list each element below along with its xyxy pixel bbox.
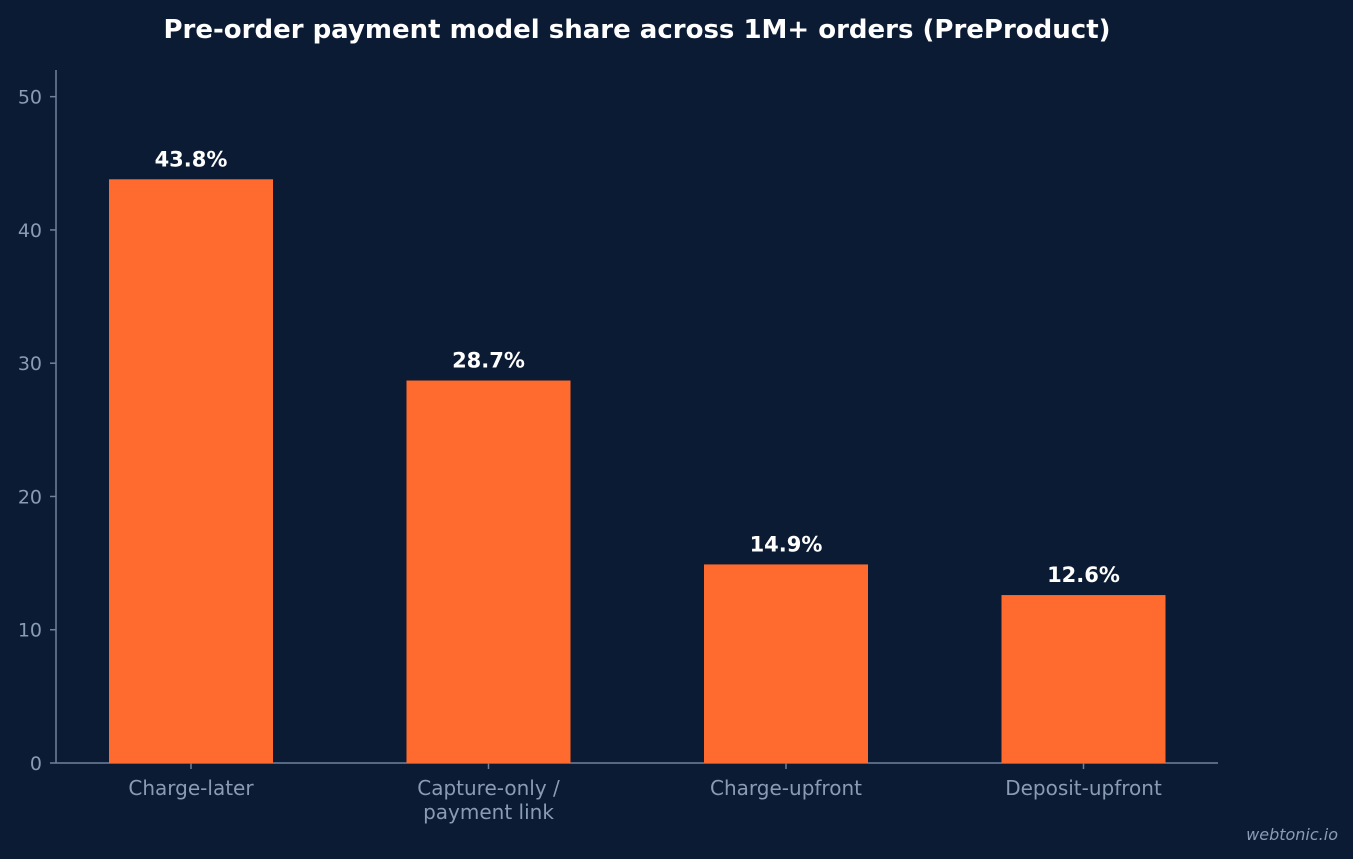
x-axis — [56, 762, 1218, 769]
value-label: 28.7% — [452, 349, 525, 373]
y-axis: 0 10 20 30 40 50 — [18, 70, 57, 775]
category-label: Capture-only / payment link — [417, 776, 560, 824]
category-label-line: Charge-upfront — [710, 776, 862, 800]
bar — [406, 380, 571, 763]
category-label-line: Deposit-upfront — [1005, 776, 1162, 800]
bar — [1001, 595, 1166, 763]
value-label: 14.9% — [750, 532, 823, 556]
bar — [109, 179, 273, 763]
category-label: Charge-later — [128, 776, 254, 800]
category-label-line: Capture-only / — [417, 776, 560, 800]
y-tick-label: 30 — [18, 353, 42, 375]
category-labels: Charge-later Capture-only / payment link Ch… — [128, 776, 1162, 824]
category-label: Charge-upfront — [710, 776, 862, 800]
value-label: 43.8% — [155, 147, 228, 171]
y-tick-label: 40 — [18, 220, 42, 242]
category-label-line: Charge-later — [128, 776, 254, 800]
y-tick-label: 10 — [18, 620, 42, 642]
bars — [109, 179, 1166, 763]
category-label: Deposit-upfront — [1005, 776, 1162, 800]
category-label-line: payment link — [423, 800, 554, 824]
value-labels: 43.8% 28.7% 14.9% 12.6% — [155, 147, 1120, 587]
value-label: 12.6% — [1047, 563, 1120, 587]
chart-title: Pre-order payment model share across 1M+… — [163, 15, 1110, 45]
y-tick-label: 0 — [30, 753, 42, 775]
y-tick-label: 50 — [18, 87, 42, 109]
y-tick-label: 20 — [18, 486, 42, 508]
bar — [704, 564, 868, 763]
watermark: webtonic.io — [1246, 825, 1338, 844]
